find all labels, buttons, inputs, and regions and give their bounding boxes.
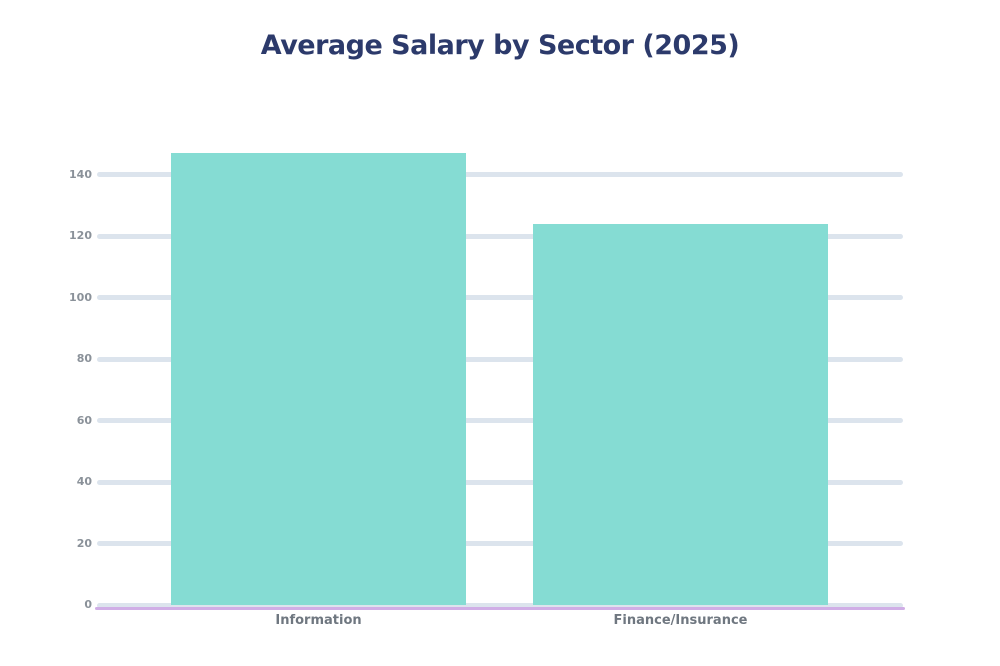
y-tick-label: 60 [76,413,92,427]
bar [533,223,828,605]
gridline [97,172,903,177]
gridline [97,356,903,362]
y-tick-label: 140 [69,167,92,181]
bar [171,152,466,605]
y-tick-label: 40 [76,475,92,488]
x-category-label: Information [275,613,362,628]
y-tick-label: 100 [69,290,92,304]
y-tick-label: 0 [84,598,92,611]
gridline [97,602,903,608]
y-tick-label: 120 [69,229,92,242]
x-category-label: Finance/Insurance [613,613,748,628]
x-axis-line [95,606,905,610]
gridline [97,541,903,546]
gridline [97,418,903,423]
gridline [97,295,903,300]
gridline [97,233,903,239]
chart-title: Average Salary by Sector (2025) [260,30,740,61]
gridline [97,479,903,485]
y-tick-label: 80 [76,352,92,365]
y-tick-label: 20 [76,536,92,550]
